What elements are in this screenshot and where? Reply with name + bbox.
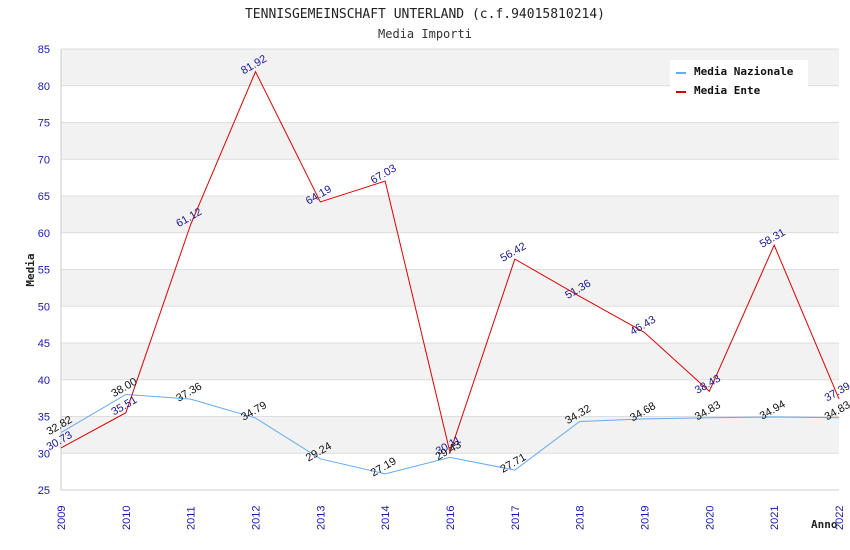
x-tick-label: 2013 bbox=[315, 506, 327, 530]
y-tick-label: 60 bbox=[38, 228, 50, 240]
legend: Media Nazionale Media Ente bbox=[670, 60, 808, 104]
y-tick-label: 70 bbox=[38, 154, 50, 166]
x-tick-label: 2017 bbox=[510, 506, 522, 530]
grid-band bbox=[61, 122, 839, 160]
y-tick-label: 55 bbox=[38, 265, 50, 277]
x-tick-label: 2020 bbox=[704, 506, 716, 530]
y-tick-label: 40 bbox=[38, 375, 50, 387]
y-tick-label: 25 bbox=[38, 485, 50, 497]
grid-band bbox=[61, 232, 839, 270]
y-axis-title: Media bbox=[24, 253, 37, 286]
chart-subtitle: Media Importi bbox=[378, 27, 472, 41]
series-lines bbox=[60, 70, 840, 475]
grid-band bbox=[61, 196, 839, 233]
y-axis-ticks: 25 30 35 40 45 50 55 60 65 70 75 80 85 bbox=[38, 44, 50, 497]
grid-band bbox=[61, 416, 839, 454]
x-tick-label: 2021 bbox=[769, 506, 781, 530]
grid-band bbox=[61, 453, 839, 490]
x-tick-label: 2010 bbox=[121, 506, 133, 530]
y-tick-label: 30 bbox=[38, 448, 50, 460]
x-tick-label: 2016 bbox=[445, 506, 457, 530]
x-tick-label: 2014 bbox=[380, 506, 392, 530]
x-tick-label: 2012 bbox=[251, 506, 263, 530]
x-axis-ticks: 2009 2010 2011 2012 2013 2014 2016 2017 2018 2019… bbox=[56, 506, 846, 530]
grid-band bbox=[61, 343, 839, 380]
y-tick-label: 50 bbox=[38, 301, 50, 313]
series-line-ente bbox=[60, 70, 840, 455]
grid-band bbox=[61, 379, 839, 417]
y-tick-label: 65 bbox=[38, 191, 50, 203]
y-tick-label: 45 bbox=[38, 338, 50, 350]
grid-band bbox=[61, 306, 839, 343]
grid-bands bbox=[60, 48, 839, 491]
legend-box bbox=[670, 60, 808, 104]
series-line-nazionale bbox=[60, 393, 840, 475]
y-tick-label: 80 bbox=[38, 81, 50, 93]
y-tick-label: 75 bbox=[38, 118, 50, 130]
x-tick-label: 2019 bbox=[640, 506, 652, 530]
chart-title: TENNISGEMEINSCHAFT UNTERLAND (c.f.940158… bbox=[245, 7, 605, 22]
grid-band bbox=[61, 269, 839, 307]
x-tick-label: 2009 bbox=[56, 506, 68, 530]
grid-band bbox=[61, 159, 839, 196]
y-tick-label: 85 bbox=[38, 44, 50, 56]
y-tick-label: 35 bbox=[38, 412, 50, 424]
x-tick-label: 2011 bbox=[186, 506, 198, 530]
legend-label-ente: Media Ente bbox=[694, 84, 761, 97]
legend-label-nazionale: Media Nazionale bbox=[694, 65, 794, 78]
x-axis-title: Anno bbox=[811, 518, 838, 531]
x-tick-label: 2022 bbox=[834, 506, 846, 530]
x-tick-label: 2018 bbox=[575, 506, 587, 530]
